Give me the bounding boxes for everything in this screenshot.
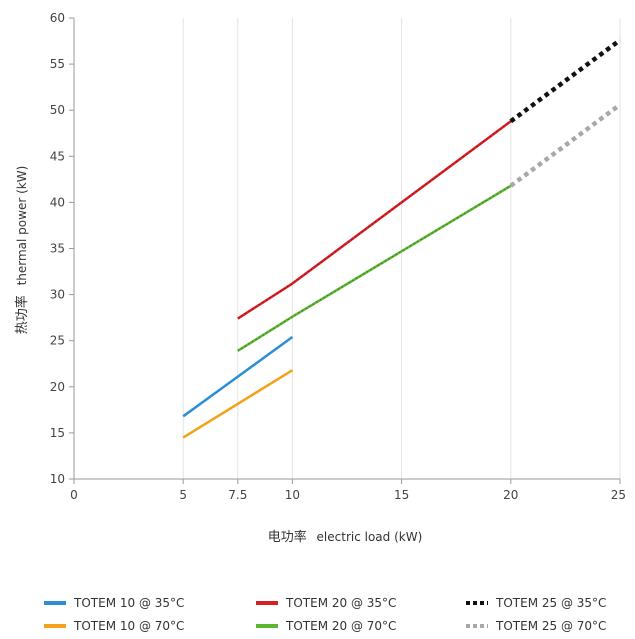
- y-tick-label: 30: [50, 288, 65, 302]
- legend-label: TOTEM 25 @ 35°C: [496, 596, 607, 610]
- legend-item-totem25-35: TOTEM 25 @ 35°C: [466, 596, 606, 610]
- x-tick-label: 20: [503, 488, 518, 502]
- series-4: [509, 38, 622, 124]
- legend-swatch: [44, 601, 66, 605]
- y-axis-title-en: thermal power (kW): [15, 166, 29, 286]
- series-line-texture: [237, 185, 512, 352]
- series-3: [237, 184, 512, 352]
- legend-label: TOTEM 20 @ 35°C: [286, 596, 397, 610]
- y-tick-label: 40: [50, 195, 65, 209]
- x-tick-label: 0: [70, 488, 78, 502]
- legend-label: TOTEM 10 @ 35°C: [74, 596, 185, 610]
- y-tick-label: 35: [50, 242, 65, 256]
- legend-swatch: [44, 624, 66, 628]
- y-tick-label: 45: [50, 149, 65, 163]
- x-axis-title-cn: 电功率: [268, 529, 307, 545]
- x-axis-title-en: electric load (kW): [317, 530, 423, 544]
- series-line: [182, 336, 294, 418]
- legend-swatch: [466, 624, 488, 628]
- legend-item-totem20-35: TOTEM 20 @ 35°C: [256, 596, 396, 610]
- series-line: [509, 102, 622, 188]
- series-5: [509, 102, 622, 188]
- legend-label: TOTEM 20 @ 70°C: [286, 619, 397, 633]
- series-0: [182, 336, 294, 418]
- legend-item-totem10-35: TOTEM 10 @ 35°C: [44, 596, 184, 610]
- x-tick-label: 5: [179, 488, 187, 502]
- series-1: [182, 369, 294, 439]
- x-tick-label: 25: [611, 488, 626, 502]
- x-tick-labels: 0 5 7.5 10 15 20 25: [70, 488, 626, 502]
- y-tick-label: 55: [50, 57, 65, 71]
- x-tick-label: 10: [285, 488, 300, 502]
- series-line: [237, 184, 512, 352]
- series-line: [509, 38, 622, 124]
- legend-swatch: [256, 624, 278, 628]
- y-axis-title-cn: 热功率: [14, 295, 30, 334]
- axes: [69, 17, 621, 484]
- series-2: [237, 120, 512, 320]
- legend-item-totem20-70: TOTEM 20 @ 70°C: [256, 619, 396, 633]
- series-line: [182, 369, 294, 439]
- y-axis-title: 热功率 thermal power (kW): [14, 166, 30, 335]
- legend: TOTEM 10 @ 35°C TOTEM 20 @ 35°C TOTEM 25…: [0, 588, 635, 638]
- y-tick-label: 10: [50, 472, 65, 486]
- series-lines: [182, 38, 622, 439]
- y-tick-label: 60: [50, 11, 65, 25]
- y-tick-label: 50: [50, 103, 65, 117]
- y-tick-label: 15: [50, 426, 65, 440]
- legend-item-totem10-70: TOTEM 10 @ 70°C: [44, 619, 184, 633]
- legend-label: TOTEM 10 @ 70°C: [74, 619, 185, 633]
- x-axis-title: 电功率 electric load (kW): [268, 529, 423, 545]
- x-tick-label: 7.5: [228, 488, 247, 502]
- legend-label: TOTEM 25 @ 70°C: [496, 619, 607, 633]
- series-line-texture: [237, 120, 512, 320]
- legend-item-totem25-70: TOTEM 25 @ 70°C: [466, 619, 606, 633]
- x-tick-label: 15: [394, 488, 409, 502]
- line-chart: 0 5 7.5 10 15 20 25 10 15 20 25 30 35 40 45 50 55 60 热功率…: [14, 11, 626, 545]
- y-tick-label: 20: [50, 380, 65, 394]
- series-line: [237, 120, 512, 320]
- legend-swatch: [256, 601, 278, 605]
- vertical-grid: [182, 18, 621, 479]
- y-tick-label: 25: [50, 334, 65, 348]
- y-tick-labels: 10 15 20 25 30 35 40 45 50 55 60: [50, 11, 65, 486]
- legend-swatch: [466, 601, 488, 605]
